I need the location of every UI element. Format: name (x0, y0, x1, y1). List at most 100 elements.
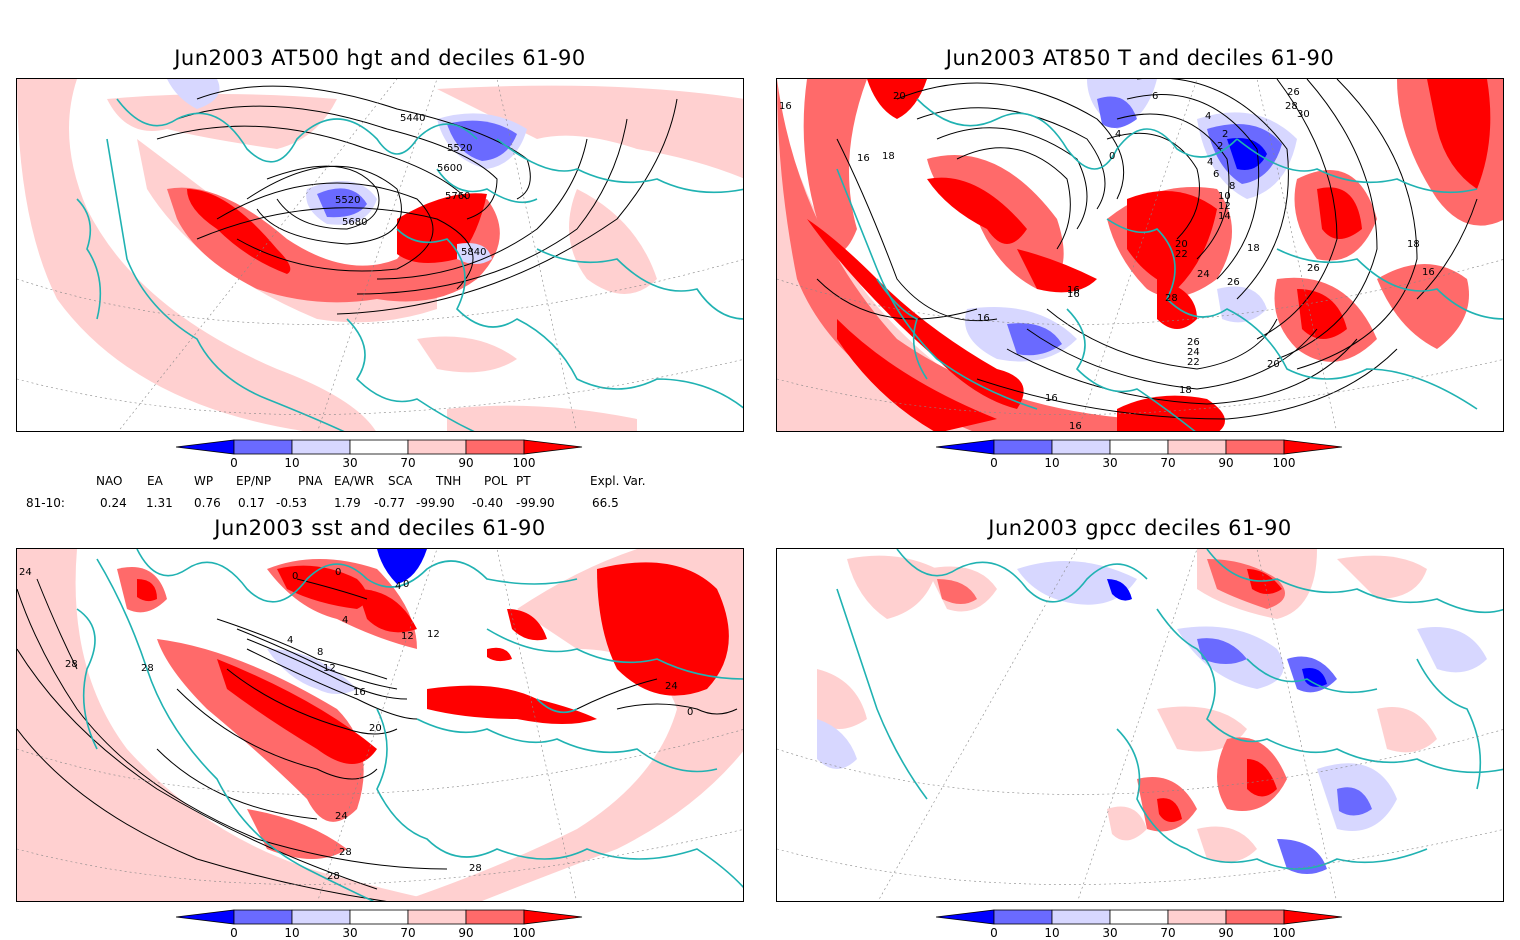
map-panel-sst: 24 28 28 0 0 4 4 8 12 12 16 20 24 24 28 … (16, 548, 744, 902)
contour-label: 18 (1247, 243, 1260, 254)
colorbar-tick-label: 0 (230, 456, 238, 470)
colorbar-arrow-low (935, 439, 995, 455)
index-value: 0.76 (194, 496, 221, 510)
index-header: NAO (96, 474, 123, 488)
colorbar-tick-label: 10 (1044, 456, 1060, 470)
index-value: -0.77 (374, 496, 406, 510)
contour-label: 20 (1175, 239, 1188, 250)
contour-label: 4 (1115, 129, 1121, 140)
colorbar-tick-label: 90 (458, 926, 474, 940)
colorbar-tick-label: 70 (400, 456, 416, 470)
contour-label: 16 (1067, 289, 1080, 300)
contour-label: 16 (1067, 285, 1080, 296)
colorbar-tick-label: 70 (1160, 456, 1176, 470)
index-value: 0.17 (238, 496, 265, 510)
colorbar-graphic (175, 439, 583, 455)
contour-label: 28 (469, 863, 482, 874)
contour-label: 5840 (461, 247, 486, 258)
colorbar-arrow-low (175, 439, 235, 455)
contour-label: 20 (1267, 359, 1280, 370)
colorbar-segment (349, 909, 409, 925)
contour-label: 24 (19, 567, 32, 578)
colorbar-tick-label: 100 (512, 926, 536, 940)
index-value: -99.90 (516, 496, 555, 510)
contour-label: 24 (335, 811, 348, 822)
contour-label: 24 (1187, 347, 1200, 358)
index-header: EP/NP (236, 474, 272, 488)
colorbar-tick-label: 30 (1102, 456, 1118, 470)
colorbar-arrow-high (523, 909, 583, 925)
index-header: PNA (298, 474, 323, 488)
colorbar-tick-label: 30 (1102, 926, 1118, 940)
colorbar-segment (233, 909, 293, 925)
index-header: TNH (436, 474, 462, 488)
contour-label: 16 (1069, 421, 1082, 432)
contour-label: 28 (1285, 101, 1298, 112)
contour-label: 12 (401, 631, 414, 642)
contour-label: 28 (327, 871, 340, 882)
contour-label: 6 (1152, 91, 1158, 102)
colorbar-graphic (935, 909, 1343, 925)
index-value: 1.79 (334, 496, 361, 510)
contour-label: 8 (317, 647, 323, 658)
contour-label: 28 (141, 663, 154, 674)
colorbar-1: 0 10 30 70 90 100 (175, 438, 586, 478)
contour-label: 18 (1407, 239, 1420, 250)
colorbar-tick-label: 30 (342, 456, 358, 470)
index-value: -99.90 (416, 496, 455, 510)
contour-label: 4 (395, 581, 401, 592)
panel-title-2: Jun2003 AT850 T and deciles 61-90 (945, 46, 1335, 70)
contour-label: 20 (369, 723, 382, 734)
contour-label: 5680 (342, 217, 367, 228)
colorbar-segment (465, 909, 525, 925)
contour-label: 28 (339, 847, 352, 858)
contour-label: 5760 (445, 191, 470, 202)
contour-label: 18 (882, 151, 895, 162)
colorbar-arrow-high (1283, 439, 1343, 455)
colorbar-segment (349, 439, 409, 455)
colorbar-tick-label: 90 (1218, 456, 1234, 470)
index-value: 1.31 (146, 496, 173, 510)
index-header: WP (194, 474, 214, 488)
index-row-label: 81-10: (26, 496, 65, 510)
colorbar-3: 0 10 30 70 90 100 (175, 908, 586, 940)
colorbar-tick-label: 10 (284, 926, 300, 940)
colorbar-tick-label: 90 (458, 456, 474, 470)
contour-label: 10 (1218, 191, 1231, 202)
colorbar-tick-label: 10 (284, 456, 300, 470)
contour-label: 20 (893, 91, 906, 102)
contour-label: 5440 (400, 113, 425, 124)
panel-title-3: Jun2003 sst and deciles 61-90 (214, 516, 546, 540)
contour-label: 16 (977, 313, 990, 324)
contour-label: 26 (1227, 277, 1240, 288)
contour-label: 6 (1213, 169, 1219, 180)
contour-label: 28 (65, 659, 78, 670)
contour-label: 4 (287, 635, 293, 646)
index-value: 0.24 (100, 496, 127, 510)
map-panel-at500: 5440 5520 5520 5600 5680 5760 5840 (16, 78, 744, 432)
index-header: Expl. Var. (590, 474, 646, 488)
contour-label: 0 (687, 707, 693, 718)
contour-label: 16 (857, 153, 870, 164)
colorbar-segment (407, 439, 467, 455)
index-header: SCA (388, 474, 413, 488)
map-panel-at850: 20 6 4 4 2 0 2 4 6 8 10 12 14 16 16 18 1… (776, 78, 1504, 432)
colorbar-segment (1109, 439, 1169, 455)
contour-label: 26 (1307, 263, 1320, 274)
contour-label: 24 (665, 681, 678, 692)
panel-title-4: Jun2003 gpcc deciles 61-90 (988, 516, 1292, 540)
colorbar-segment (407, 909, 467, 925)
colorbar-tick-label: 100 (1272, 926, 1296, 940)
colorbar-segment (1225, 439, 1285, 455)
map-panel-gpcc (776, 548, 1504, 902)
index-value: -0.53 (276, 496, 308, 510)
colorbar-segment (291, 439, 351, 455)
colorbar-segment (291, 909, 351, 925)
contour-label: 26 (1187, 337, 1200, 348)
contour-label: 2 (1222, 129, 1228, 140)
index-header: EA (147, 474, 163, 488)
index-value: -0.40 (472, 496, 504, 510)
colorbar-tick-label: 10 (1044, 926, 1060, 940)
colorbar-graphic (175, 909, 583, 925)
colorbar-segment (1051, 439, 1111, 455)
